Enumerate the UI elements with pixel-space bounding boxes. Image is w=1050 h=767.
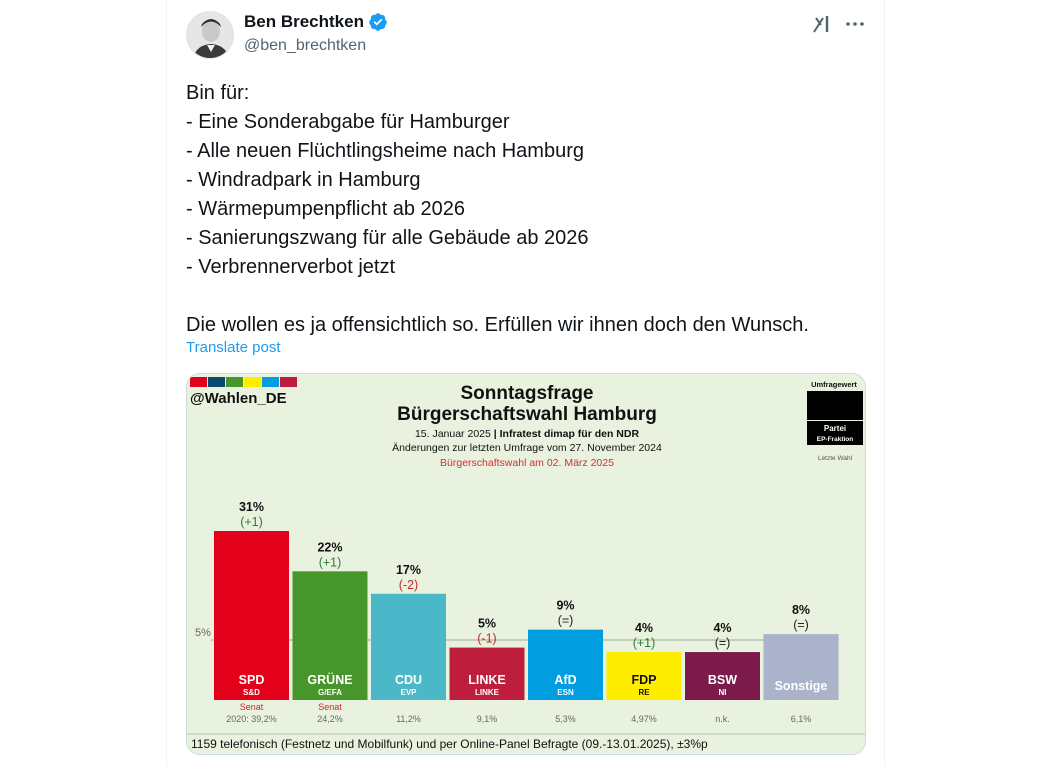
value-label-bsw: 4%	[713, 621, 731, 635]
value-label-sonstige: 8%	[792, 603, 810, 617]
party-group-cdu: EVP	[400, 688, 417, 697]
source-tag: @Wahlen_DE	[190, 390, 287, 407]
avatar-photo	[187, 12, 233, 58]
value-label-fdp: 4%	[635, 621, 653, 635]
party-group-gr-ne: G/EFA	[318, 688, 342, 697]
timeline-border-left	[166, 0, 167, 767]
party-group-linke: LINKE	[475, 688, 500, 697]
post-paragraph-gap	[186, 282, 876, 311]
party-group-fdp: RE	[638, 688, 650, 697]
last-election-linke: 9,1%	[477, 714, 498, 724]
senat-note-spd: Senat	[240, 702, 264, 712]
post-text: Bin für: - Eine Sonderabgabe für Hamburg…	[186, 79, 876, 340]
change-label-linke: (-1)	[477, 632, 496, 646]
last-election-fdp: 4,97%	[631, 714, 657, 724]
bar-fdp	[606, 652, 682, 670]
chart-change-note: Änderungen zur letzten Umfrage vom 27. N…	[392, 442, 662, 454]
post-line: - Windradpark in Hamburg	[186, 169, 421, 191]
party-name-fdp: FDP	[632, 673, 657, 687]
party-box-gr-ne	[292, 670, 368, 700]
last-election-cdu: 11,2%	[396, 714, 421, 724]
post-line: - Alle neuen Flüchtlingsheime nach Hambu…	[186, 140, 584, 162]
party-name-gr-ne: GRÜNE	[307, 672, 352, 687]
value-label-gr-ne: 22%	[317, 540, 342, 554]
senat-note-gr-ne: Senat	[318, 702, 342, 712]
chart-legend: Umfragewert Partei EP-Fraktion Letzte Wa…	[807, 380, 863, 462]
party-group-afd: ESN	[557, 688, 574, 697]
chart-footer: 1159 telefonisch (Festnetz und Mobilfunk…	[191, 737, 708, 751]
legend-letzte-wahl: Letzte Wahl	[818, 455, 853, 462]
post-line: - Verbrennerverbot jetzt	[186, 256, 395, 278]
party-box-spd	[214, 670, 289, 700]
value-label-linke: 5%	[478, 617, 496, 631]
poll-chart: @Wahlen_DE Sonntagsfrage Bürgerschaftswa…	[187, 374, 865, 754]
author-handle[interactable]: @ben_brechtken	[244, 37, 367, 54]
legend-partei: Partei	[824, 424, 846, 433]
change-label-spd: (+1)	[240, 515, 263, 529]
value-label-spd: 31%	[239, 500, 264, 514]
party-box-fdp	[606, 670, 682, 700]
party-color-strip	[190, 377, 297, 387]
party-box-cdu	[371, 670, 446, 700]
party-group-spd: S&D	[243, 688, 260, 697]
change-label-fdp: (+1)	[633, 636, 656, 650]
author-name[interactable]: Ben Brechtken	[244, 12, 388, 32]
bar-spd	[214, 531, 289, 670]
chart-subtitle: Bürgerschaftswahl Hamburg	[397, 404, 657, 425]
author-name-text[interactable]: Ben Brechtken	[244, 12, 364, 31]
post-line: - Wärmepumpenpflicht ab 2026	[186, 198, 466, 220]
bar-cdu	[371, 593, 446, 670]
threshold-label: 5%	[195, 627, 211, 639]
chart-institute: Infratest dimap für den NDR	[500, 428, 640, 440]
timeline-border-right	[884, 0, 885, 767]
party-name-sonstige: Sonstige	[775, 679, 828, 693]
chart-date-line: 15. Januar 2025 | Infratest dimap für de…	[415, 428, 640, 440]
post-media-image[interactable]: @Wahlen_DE Sonntagsfrage Bürgerschaftswa…	[186, 373, 866, 755]
party-name-cdu: CDU	[395, 673, 422, 687]
chart-date: 15. Januar 2025	[415, 428, 491, 440]
avatar[interactable]	[186, 11, 234, 59]
change-label-sonstige: (=)	[793, 618, 809, 632]
post-closing-line: Die wollen es ja offensichtlich so. Erfü…	[186, 314, 809, 336]
post-line: Bin für:	[186, 82, 250, 104]
party-box-sonstige	[763, 670, 839, 700]
party-box-bsw	[685, 670, 760, 700]
value-label-cdu: 17%	[396, 563, 421, 577]
bar-bsw	[685, 652, 760, 670]
party-name-afd: AfD	[554, 673, 576, 687]
value-label-afd: 9%	[556, 599, 574, 613]
change-label-afd: (=)	[558, 614, 574, 628]
grok-icon[interactable]	[810, 12, 834, 36]
last-election-spd: 2020: 39,2%	[226, 714, 277, 724]
change-label-bsw: (=)	[715, 636, 731, 650]
party-name-linke: LINKE	[468, 673, 506, 687]
bar-sonstige	[763, 634, 839, 670]
post-line: - Sanierungszwang für alle Gebäude ab 20…	[186, 227, 589, 249]
party-group-bsw: NI	[719, 688, 727, 697]
last-election-afd: 5,3%	[555, 714, 576, 724]
party-name-bsw: BSW	[708, 673, 737, 687]
chart-title: Sonntagsfrage	[460, 383, 593, 404]
legend-umfragewert: Umfragewert	[811, 380, 857, 389]
verified-badge-icon[interactable]	[368, 12, 388, 32]
translate-post-link[interactable]: Translate post	[186, 339, 281, 356]
last-election-gr-ne: 24,2%	[317, 714, 343, 724]
more-options-icon[interactable]	[843, 12, 867, 36]
change-label-cdu: (-2)	[399, 578, 418, 592]
party-box-afd	[528, 670, 603, 700]
post-line: - Eine Sonderabgabe für Hamburger	[186, 111, 510, 133]
bar-linke	[449, 647, 525, 670]
bar-afd	[528, 629, 603, 670]
party-name-spd: SPD	[239, 673, 265, 687]
bar-gr-ne	[292, 571, 368, 670]
change-label-gr-ne: (+1)	[319, 555, 342, 569]
legend-fraktion: EP-Fraktion	[817, 436, 854, 443]
party-box-linke	[449, 670, 525, 700]
chart-election-note: Bürgerschaftswahl am 02. März 2025	[440, 457, 614, 469]
last-election-sonstige: 6,1%	[791, 714, 812, 724]
last-election-bsw: n.k.	[715, 714, 730, 724]
